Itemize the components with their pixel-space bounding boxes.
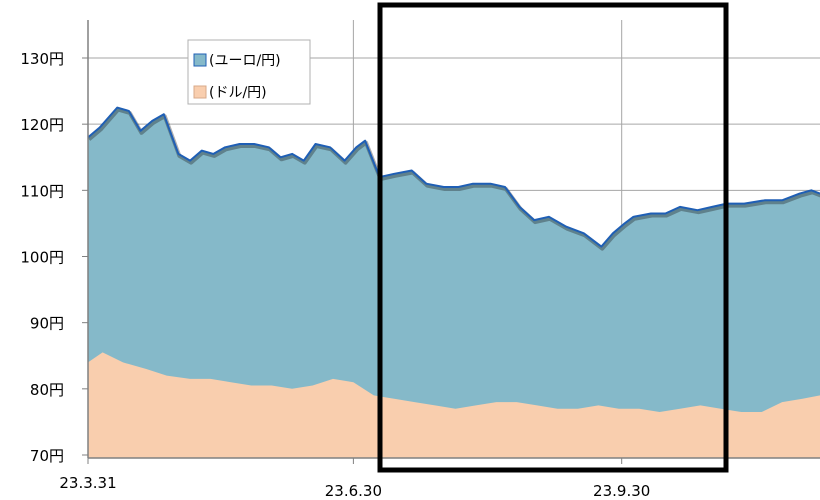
y-tick-label: 100円	[20, 249, 64, 267]
legend-swatch-euro	[193, 53, 207, 67]
legend: (ユーロ/円) (ドル/円)	[187, 39, 311, 105]
y-tick-label: 130円	[20, 50, 64, 68]
dollar-yen-area	[88, 352, 820, 458]
legend-box	[187, 39, 311, 105]
y-tick-label: 70円	[30, 447, 64, 465]
y-tick-label: 80円	[30, 381, 64, 399]
euro-yen-line	[87, 106, 820, 248]
y-tick-label: 90円	[30, 315, 64, 333]
axes	[87, 20, 820, 459]
euro-yen-area	[88, 107, 820, 458]
y-tick-label: 120円	[20, 116, 64, 134]
euro-yen-line-shadow	[87, 107, 820, 251]
legend-label-dollar: (ドル/円)	[209, 85, 267, 101]
x-tick-label: 23.3.31	[59, 474, 116, 492]
legend-swatch-dollar	[193, 85, 207, 99]
plot-areas	[87, 106, 820, 458]
x-tick-label: 23.9.30	[593, 482, 650, 500]
legend-label-euro: (ユーロ/円)	[209, 53, 281, 69]
y-tick-label: 110円	[20, 182, 64, 200]
x-tick-label: 23.6.30	[325, 482, 382, 500]
tick-labels: 70円 80円 90円 100円 110円 120円 130円 23.3.31 23.6.30 2…	[20, 50, 650, 500]
highlight-box	[377, 2, 729, 473]
